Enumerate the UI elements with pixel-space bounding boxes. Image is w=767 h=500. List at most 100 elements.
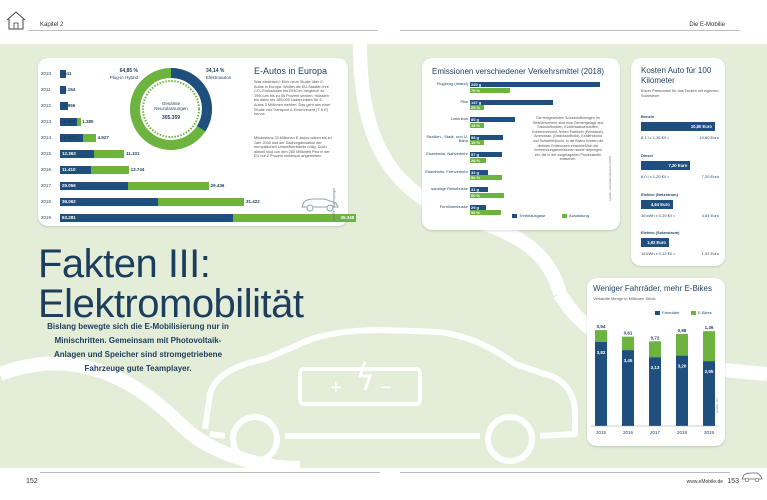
ebike-value: 0,72 [651,335,660,340]
ebike-value: 0,98 [678,328,687,333]
elektro-bar [60,134,84,142]
elektro-value: 6.051 [64,119,76,124]
auslastung-bar: 55 % [470,210,502,215]
hybrid-bar [128,182,209,190]
fahrraeder-title: Weniger Fahrräder, mehr E-Bikes [593,284,713,293]
legend-fahrraeder-swatch [655,311,660,315]
auslastung-bar: 60 % [470,192,505,198]
kosten-title: Kosten Auto für 100 Kilometer [641,66,712,85]
year-label: 2016 [41,167,52,172]
kosten-bar: 10,80 Euro [641,122,715,131]
kosten-calc: 8,1 l x 1,35 €/l = [641,135,670,140]
elektro-bar: 12.363 [60,150,94,158]
fahrraeder-card: Weniger Fahrräder, mehr E-Bikes Verkauft… [587,278,725,446]
legend-treibhausgase-swatch [512,214,517,218]
neuzulassungen-donut [130,68,212,150]
year-label: 2014 [41,135,52,140]
hybrid-value: 13.744 [130,167,145,172]
elektro-bar: 36.062 [60,198,159,206]
lead-paragraph: Bislang bewegte sich die E-Mobilisierung… [47,322,229,373]
legend-fahrraeder: Fahrräder [662,310,680,315]
hybrid-value: 1.385 [82,119,94,124]
kosten-label: Diesel [641,153,653,158]
ebike-bar [649,341,661,358]
hybrid-bar [83,134,96,142]
legend-ebikes: E-Bikes [698,310,712,315]
fahrrad-bar [595,341,607,426]
legend-treibhausgase: Treibhausgase [519,213,546,218]
kosten-subtitle: Klarer Preisvorteil für das Tanken mit e… [641,89,719,98]
ebike-value: 1,36 [705,325,714,330]
footer-divider-right [400,472,730,473]
kosten-calc: 6,0 l x 1,20 €/l = [641,174,670,179]
page-number-right: 153 [727,478,739,485]
elektro-bar [60,102,69,110]
legend-auslastung-swatch [562,214,567,218]
year-label: 2010 [41,71,52,76]
elektro-bar: 25.056 [60,182,129,190]
verkehrsmittel-label: sonstige Reisebusse [431,186,468,191]
ebike-value: 0,54 [597,324,606,329]
year-tick: 2017 [650,430,661,435]
pct-elektro-label: Elektroautos [206,75,232,80]
elektro-bar: 63.281 [60,214,233,222]
auslastung-bar: 70 % [470,87,510,93]
year-tick: 2019 [704,430,715,435]
section-label: Die E-Mobilie [689,22,725,28]
header-divider-right [400,30,740,31]
year-label: 2018 [41,199,52,204]
ebike-bar [595,330,607,342]
fahrrad-value: 3,82 [597,350,606,355]
year-tick: 2016 [623,430,634,435]
kosten-label: Elektro (Solarstrom) [641,230,680,235]
hybrid-value: 29.436 [210,183,225,188]
eautos-card: 2010 541 2011 2.154 2012 2.956 2013 6.051 1.385 2… [38,58,357,226]
treibhausgase-bar: 80 g [470,117,516,122]
emissionen-card: Emissionen verschiedener Verkehrsmittel … [422,58,620,230]
hybrid-bar [93,150,124,158]
year-label: 2011 [41,87,51,92]
elektro-value: 2.956 [64,103,76,108]
fahrraeder-bar-chart: 3,82 0,54 2015 3,45 0,61 2016 3,13 0,72 2017 3,20… [591,324,719,435]
fahrrad-bar [649,357,661,426]
kosten-bar: 7,20 Euro [641,161,691,170]
pct-hybrid-label: Plug-in Hybrid [109,75,138,80]
page-number-left: 152 [26,478,38,485]
kosten-result: 4,64 Euro [701,213,719,218]
ebike-bar [622,336,634,351]
elektro-bar [60,118,77,126]
fahrrad-value: 3,20 [678,364,687,369]
auslastung-bar: 19 % [470,140,484,145]
eautos-text-1: Was elektrisch? Eine neue Studie über E-… [254,80,331,117]
kosten-result: 1,92 Euro [701,251,719,256]
ebike-bar [703,331,715,362]
year-tick: 2018 [677,430,688,435]
treibhausgase-bar: 147 g [470,99,554,105]
emissionen-note: Die festgesetzten Schadstoffmengen im St… [532,116,604,162]
donut-center-label: Gesamte Neuzulassungen [154,101,188,111]
pct-hybrid: 64,85 % [119,68,138,74]
treibhausgase-bar: 230 g [470,82,600,87]
ebike-value: 0,61 [624,331,633,336]
house-icon [6,11,26,30]
footer-url: www.eMobile.de [686,479,723,485]
kosten-label: Elektro (Netzstrom) [641,192,678,197]
verkehrsmittel-label: Straßen-, Stadt- und U-Bahn [426,133,468,144]
page-title: Fakten III: Elektromobilität [38,244,304,324]
year-label: 2012 [41,103,52,108]
year-tick: 2015 [596,430,607,435]
verkehrsmittel-label: Eisenbahn, Nahverkehr [426,151,468,156]
auslastung-bar: 56 % [470,175,502,180]
auslastung-bar: 28 % [470,157,486,163]
ebike-bar [676,334,688,356]
elektro-bar [60,70,66,78]
year-label: 2019 [41,215,52,220]
fahrrad-value: 2,95 [705,369,714,374]
donut-center-value: 305.359 [161,115,181,121]
kosten-bar: 4,64 Euro [641,200,673,209]
svg-text:+: + [330,377,342,399]
treibhausgase-bar: 31 g [470,187,488,192]
car-icon [301,198,339,212]
page-header: Kapitel 2 Die E-Mobilie [0,0,767,32]
header-divider-left [28,30,378,31]
